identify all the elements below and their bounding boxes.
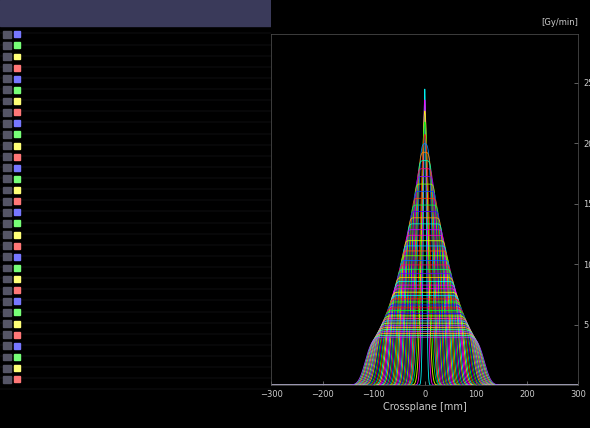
Bar: [3, 354, 11, 360]
Bar: [3, 31, 11, 38]
Bar: [3, 64, 11, 71]
Bar: [3, 75, 11, 82]
Bar: [14, 209, 20, 215]
Bar: [3, 42, 11, 49]
Bar: [14, 254, 20, 260]
Bar: [14, 187, 20, 193]
Bar: [3, 220, 11, 227]
Bar: [14, 42, 20, 48]
Bar: [3, 242, 11, 249]
X-axis label: Crossplane [mm]: Crossplane [mm]: [383, 402, 467, 412]
Bar: [14, 65, 20, 71]
Text: [Gy/min]: [Gy/min]: [542, 18, 578, 27]
Bar: [14, 332, 20, 338]
Bar: [14, 198, 20, 204]
Bar: [14, 376, 20, 382]
Bar: [14, 120, 20, 126]
Bar: [14, 298, 20, 304]
Bar: [3, 342, 11, 349]
Bar: [14, 98, 20, 104]
Bar: [3, 231, 11, 238]
Bar: [14, 109, 20, 115]
Bar: [3, 253, 11, 260]
Bar: [14, 165, 20, 171]
Bar: [14, 343, 20, 349]
Bar: [14, 31, 20, 37]
Bar: [3, 320, 11, 327]
Bar: [3, 164, 11, 171]
Bar: [14, 232, 20, 238]
Bar: [3, 376, 11, 383]
Bar: [14, 276, 20, 282]
Bar: [0, 0, 271, 26]
Bar: [3, 198, 11, 205]
Bar: [3, 298, 11, 305]
Bar: [14, 287, 20, 293]
Bar: [3, 175, 11, 182]
Bar: [14, 243, 20, 249]
Bar: [3, 287, 11, 294]
Bar: [3, 131, 11, 138]
Bar: [14, 154, 20, 160]
Bar: [3, 187, 11, 193]
Bar: [3, 109, 11, 116]
Bar: [3, 209, 11, 216]
Bar: [3, 276, 11, 282]
Bar: [3, 86, 11, 93]
Bar: [14, 176, 20, 182]
Bar: [14, 220, 20, 226]
Bar: [14, 143, 20, 149]
Bar: [14, 54, 20, 59]
Bar: [14, 321, 20, 327]
Bar: [3, 98, 11, 104]
Bar: [14, 87, 20, 93]
Bar: [14, 365, 20, 371]
Bar: [3, 120, 11, 127]
Bar: [3, 153, 11, 160]
Bar: [14, 131, 20, 137]
Bar: [14, 309, 20, 315]
Bar: [3, 309, 11, 316]
Bar: [14, 265, 20, 271]
Bar: [3, 142, 11, 149]
Bar: [14, 76, 20, 82]
Bar: [3, 53, 11, 60]
Bar: [3, 331, 11, 338]
Bar: [14, 354, 20, 360]
Bar: [3, 365, 11, 372]
Bar: [3, 265, 11, 271]
